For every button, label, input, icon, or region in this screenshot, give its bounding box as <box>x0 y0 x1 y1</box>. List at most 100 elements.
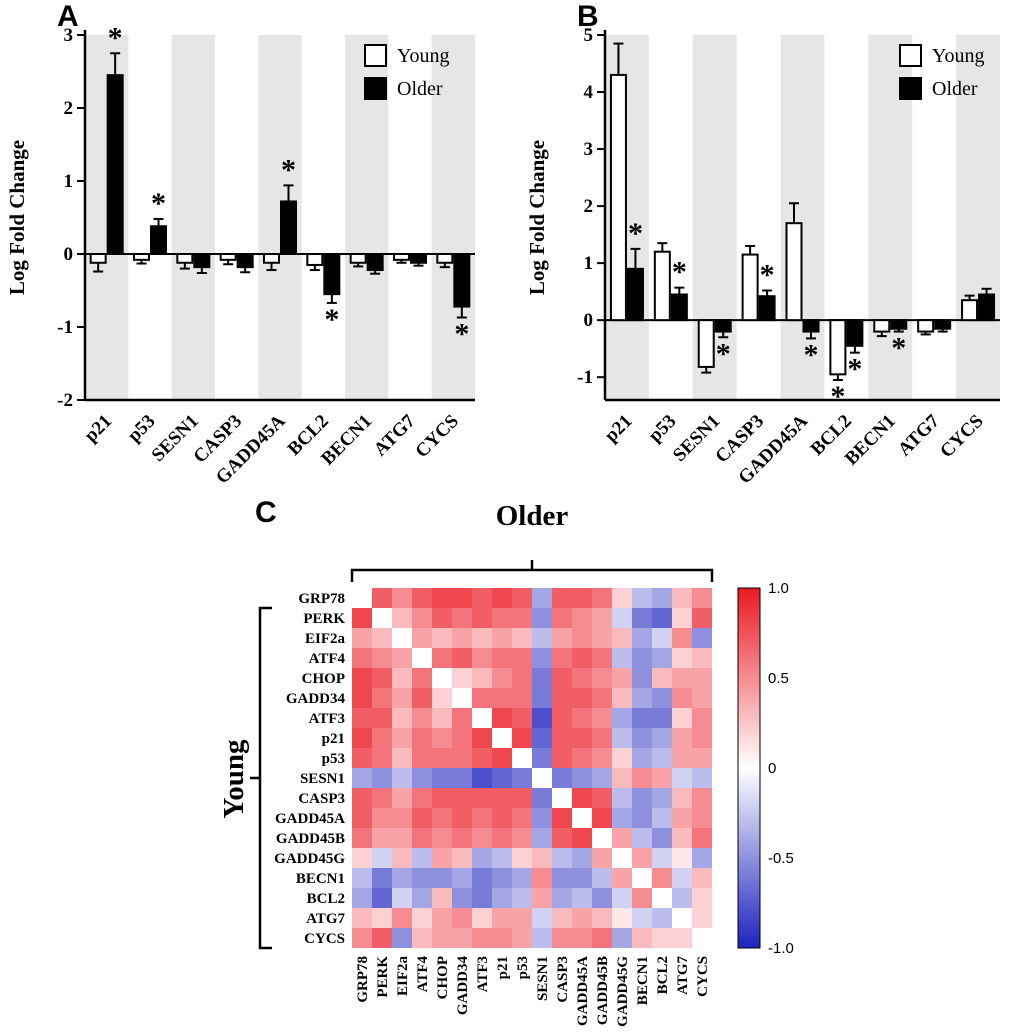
heatmap-cell <box>532 888 552 908</box>
heatmap-cell <box>352 828 372 848</box>
legend-swatch-older <box>364 77 387 100</box>
heatmap-cell <box>692 748 712 768</box>
bar-young-CASP3 <box>219 253 237 261</box>
bar-older-BECN1 <box>890 319 908 330</box>
bar-young-ATG7 <box>917 319 935 333</box>
plot-band <box>956 35 1000 400</box>
heatmap-col-label: GADD34 <box>455 956 471 1016</box>
heatmap-cell <box>432 688 452 708</box>
heatmap-row-label: ATF4 <box>309 651 346 667</box>
heatmap-cell <box>392 728 412 748</box>
bar-young-p53 <box>133 253 150 261</box>
heatmap-cell <box>492 588 512 608</box>
heatmap-cell <box>432 808 452 828</box>
heatmap-cell <box>472 628 492 648</box>
heatmap-cell <box>352 888 372 908</box>
heatmap-cell <box>592 708 612 728</box>
heatmap-cell <box>452 868 472 888</box>
heatmap-cell <box>632 748 652 768</box>
x-tick-label: p53 <box>645 411 681 447</box>
bar-older-BCL2 <box>323 253 341 296</box>
heatmap-cell <box>492 688 512 708</box>
heatmap-cell <box>512 888 532 908</box>
heatmap-col-label: CASP3 <box>555 956 571 1003</box>
heatmap-cell <box>672 908 692 928</box>
y-tick-label: 0 <box>64 244 74 265</box>
bar-older-p53 <box>150 225 167 255</box>
heatmap-cell <box>672 688 692 708</box>
bar-young-CYCS <box>436 253 454 264</box>
heatmap-cell <box>552 728 572 748</box>
heatmap-cell <box>652 788 672 808</box>
heatmap-cell <box>492 728 512 748</box>
heatmap-col-label: p21 <box>495 956 511 979</box>
heatmap-cell <box>692 908 712 928</box>
heatmap-cell <box>432 788 452 808</box>
heatmap-cell <box>392 888 412 908</box>
heatmap-cell <box>412 828 432 848</box>
heatmap-cell <box>392 928 412 948</box>
heatmap-cell <box>532 868 552 888</box>
legend-label-young: Young <box>932 45 984 67</box>
heatmap-cell <box>472 848 492 868</box>
y-tick-label: 4 <box>584 82 594 103</box>
heatmap-cell <box>572 808 592 828</box>
heatmap-cell <box>572 648 592 668</box>
heatmap-cell <box>612 608 632 628</box>
heatmap-cell <box>552 768 572 788</box>
heatmap-cell <box>532 908 552 928</box>
y-tick-label: -2 <box>57 390 73 411</box>
heatmap-cell <box>612 708 632 728</box>
heatmap-cell <box>632 808 652 828</box>
heatmap-cell <box>612 848 632 868</box>
bar-young-SESN1 <box>176 253 194 264</box>
heatmap-cell <box>692 808 712 828</box>
heatmap-cell <box>692 668 712 688</box>
bar-young-BECN1 <box>873 319 891 333</box>
heatmap-cell <box>632 868 652 888</box>
heatmap-col-label: GADD45B <box>595 956 611 1025</box>
heatmap-cell <box>652 828 672 848</box>
heatmap-cell <box>692 828 712 848</box>
heatmap-col-label: p53 <box>515 956 531 979</box>
heatmap-cell <box>632 628 652 648</box>
heatmap-cell <box>532 628 552 648</box>
heatmap-cell <box>392 668 412 688</box>
heatmap-cell <box>372 628 392 648</box>
heatmap-cell <box>692 648 712 668</box>
heatmap-cell <box>532 648 552 668</box>
heatmap-cell <box>412 668 432 688</box>
heatmap-cell <box>612 788 632 808</box>
heatmap-cell <box>592 788 612 808</box>
heatmap-cell <box>592 688 612 708</box>
heatmap-cell <box>692 628 712 648</box>
heatmap-cell <box>372 688 392 708</box>
legend-label-older: Older <box>932 78 978 100</box>
bar-young-BECN1 <box>349 253 367 264</box>
heatmap-cell <box>592 668 612 688</box>
heatmap-cell <box>372 748 392 768</box>
heatmap-cell <box>652 808 672 828</box>
heatmap-row-label: GADD45B <box>276 831 345 847</box>
heatmap-cell <box>592 808 612 828</box>
bar-young-GADD45A <box>785 222 803 322</box>
heatmap-cell <box>472 668 492 688</box>
heatmap-cell <box>352 588 372 608</box>
heatmap-cell <box>672 608 692 628</box>
x-tick-label: ATG7 <box>370 410 420 460</box>
heatmap-cell <box>372 708 392 728</box>
heatmap-row-label: GRP78 <box>298 591 345 607</box>
heatmap-cell <box>392 788 412 808</box>
heatmap-cell <box>452 908 472 928</box>
significance-star: * <box>830 380 845 413</box>
heatmap-cell <box>612 828 632 848</box>
heatmap-cell <box>432 748 452 768</box>
y-tick-label: 1 <box>584 253 594 274</box>
heatmap-cell <box>432 628 452 648</box>
heatmap-cell <box>652 688 672 708</box>
heatmap-col-label: GADD45A <box>575 956 591 1026</box>
heatmap-cell <box>652 888 672 908</box>
heatmap-cell <box>352 688 372 708</box>
young-bracket <box>258 606 272 950</box>
plot-band <box>780 35 825 400</box>
